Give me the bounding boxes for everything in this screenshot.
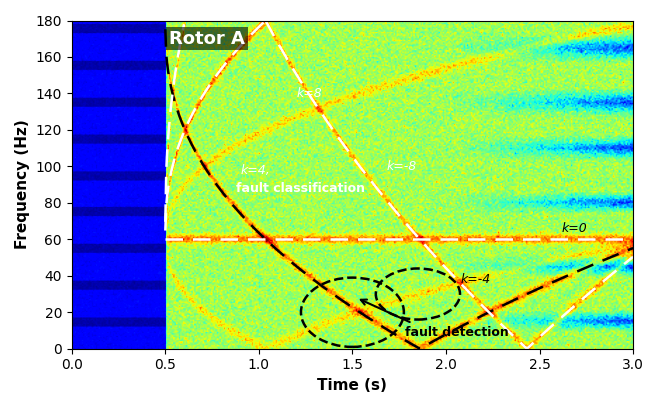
Y-axis label: Frequency (Hz): Frequency (Hz)	[15, 120, 30, 249]
Text: k=-8: k=-8	[386, 160, 416, 173]
Text: k=-4: k=-4	[461, 273, 491, 286]
Text: fault detection: fault detection	[405, 326, 509, 339]
Text: k=0: k=0	[562, 222, 588, 235]
X-axis label: Time (s): Time (s)	[318, 378, 387, 393]
Text: Rotor A: Rotor A	[169, 30, 245, 48]
Text: fault classification: fault classification	[237, 182, 366, 195]
Text: k=4,: k=4,	[240, 164, 270, 177]
Text: k=8: k=8	[297, 87, 322, 100]
